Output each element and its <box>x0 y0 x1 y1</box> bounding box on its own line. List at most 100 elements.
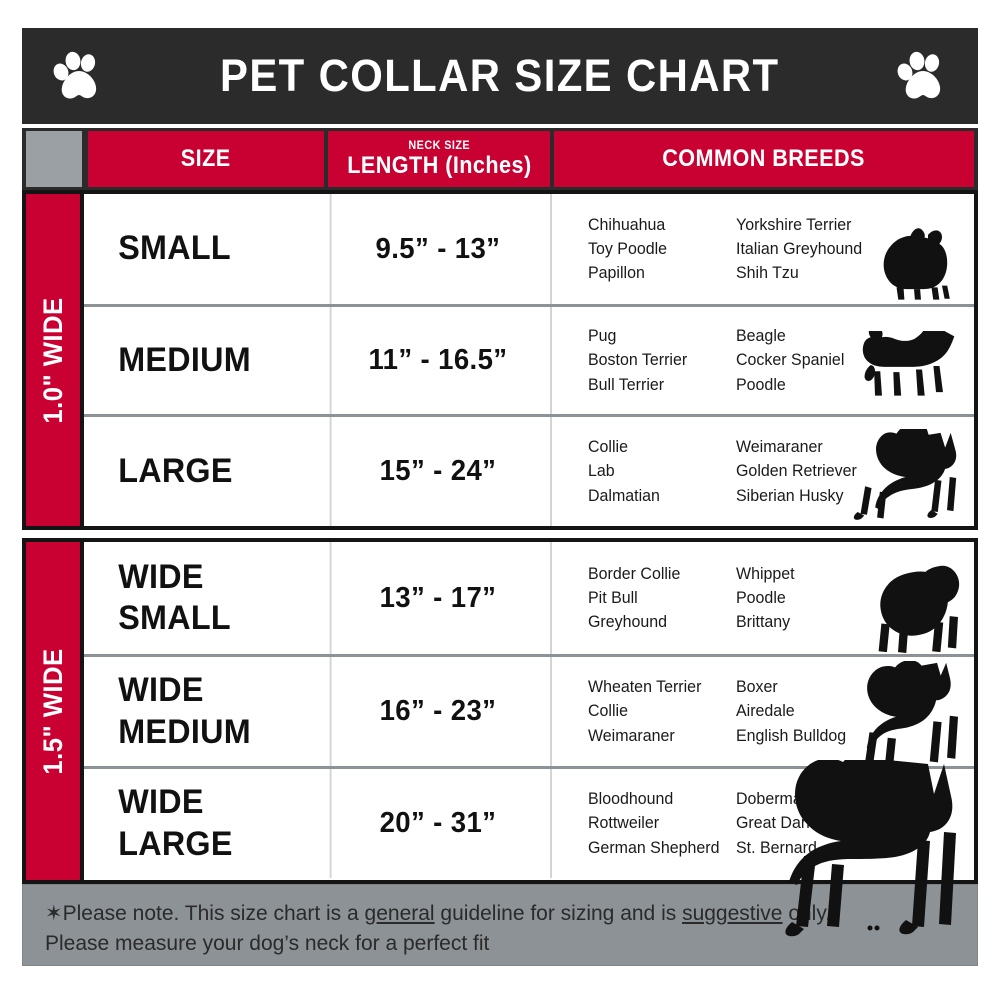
breed-item: Poodle <box>736 374 786 394</box>
breed-item: Greyhound <box>588 612 668 632</box>
group-label-1-0-wide: 1.0" WIDE <box>26 194 80 526</box>
breed-item: Wheaten Terrier <box>588 677 702 697</box>
breed-item: Brittany <box>736 612 791 632</box>
breed-item: Airedale <box>736 701 795 721</box>
breed-list-right: Weimaraner Golden Retriever Siberian Hus… <box>736 435 886 507</box>
breed-list-left: Pug Boston Terrier Bull Terrier <box>588 324 721 396</box>
breed-item: St. Bernard <box>736 837 817 857</box>
table-header-row: SIZE NECK SIZE LENGTH (Inches) COMMON BR… <box>22 128 978 190</box>
footer-text-mid: guideline for sizing and is <box>434 902 683 925</box>
table-row[interactable]: WIDE SMALL 13” - 17” Border Collie Pit B… <box>84 542 974 654</box>
cell-size: WIDE LARGE <box>118 783 233 863</box>
cell-size: SMALL <box>118 229 231 268</box>
breed-item: Beagle <box>736 326 786 346</box>
cell-length: 11” - 16.5” <box>329 307 545 414</box>
breed-item: Weimaraner <box>736 437 823 457</box>
breed-item: Toy Poodle <box>588 238 668 258</box>
header-corner-cell <box>26 131 82 187</box>
footer-line-1: ✶Please note. This size chart is a gener… <box>45 899 957 929</box>
cell-breeds: Pug Boston Terrier Bull Terrier Beagle C… <box>550 307 974 414</box>
column-header-breeds: COMMON BREEDS <box>554 131 974 187</box>
table-row[interactable]: MEDIUM 11” - 16.5” Pug Boston Terrier Bu… <box>84 304 974 414</box>
breed-item: English Bulldog <box>736 725 847 745</box>
breed-item: Dalmatian <box>588 485 660 505</box>
column-header-length-sup: NECK SIZE <box>408 137 470 152</box>
breed-item: Siberian Husky <box>736 485 844 505</box>
breed-list-right: Doberman Great Dane St. Bernard <box>736 787 886 859</box>
table-row[interactable]: LARGE 15” - 24” Collie Lab Dalmatian Wei… <box>84 414 974 526</box>
breed-item: Border Collie <box>588 563 681 583</box>
breed-item: Lab <box>588 461 615 481</box>
chart-header: PET COLLAR SIZE CHART <box>22 28 978 124</box>
breed-item: Bull Terrier <box>588 374 665 394</box>
breed-item: Poodle <box>736 587 786 607</box>
group-label-1-5-wide: 1.5" WIDE <box>26 542 80 880</box>
cell-length: 15” - 24” <box>329 417 545 526</box>
breed-list-right: Yorkshire Terrier Italian Greyhound Shih… <box>736 213 886 285</box>
footer-text-underline-suggestive: suggestive <box>682 902 783 925</box>
breed-list-right: Beagle Cocker Spaniel Poodle <box>736 324 886 396</box>
breed-list-left: Bloodhound Rottweiler German Shepherd <box>588 787 721 859</box>
footer-text-post: only. <box>782 902 832 925</box>
breed-item: Italian Greyhound <box>736 238 863 258</box>
size-group-1-0-wide: 1.0" WIDE SMALL 9.5” - 13” Chihuahua Toy… <box>22 190 978 530</box>
column-header-breeds-label: COMMON BREEDS <box>662 145 866 172</box>
cell-size: MEDIUM <box>118 340 251 379</box>
cell-breeds: Chihuahua Toy Poodle Papillon Yorkshire … <box>550 194 974 304</box>
breed-list-left: Wheaten Terrier Collie Weimaraner <box>588 675 721 747</box>
breed-item: Yorkshire Terrier <box>736 214 852 234</box>
table-row[interactable]: WIDE LARGE 20” - 31” Bloodhound Rottweil… <box>84 766 974 878</box>
column-header-size: SIZE <box>88 131 324 187</box>
group-rows: WIDE SMALL 13” - 17” Border Collie Pit B… <box>80 542 974 880</box>
footer-text-underline-general: general <box>364 902 435 925</box>
footer-text-pre: ✶Please note. This size chart is a <box>45 902 365 925</box>
column-header-length: NECK SIZE LENGTH (Inches) <box>328 131 550 187</box>
breed-item: Boxer <box>736 677 778 697</box>
breed-item: Papillon <box>588 263 645 283</box>
breed-list-left: Collie Lab Dalmatian <box>588 435 721 507</box>
breed-item: German Shepherd <box>588 837 720 857</box>
breed-item: Collie <box>588 701 628 721</box>
group-label-text: 1.0" WIDE <box>37 296 68 424</box>
breed-list-right: Whippet Poodle Brittany <box>736 562 886 634</box>
cell-length: 13” - 17” <box>329 542 545 654</box>
cell-size: WIDE MEDIUM <box>118 671 251 751</box>
breed-list-left: Chihuahua Toy Poodle Papillon <box>588 213 721 285</box>
cell-breeds: Bloodhound Rottweiler German Shepherd Do… <box>550 769 974 878</box>
breed-item: Boston Terrier <box>588 350 688 370</box>
footer-line-2: Please measure your dog’s neck for a per… <box>45 932 490 956</box>
breed-item: Chihuahua <box>588 214 666 234</box>
group-label-text: 1.5" WIDE <box>37 647 68 775</box>
cell-breeds: Border Collie Pit Bull Greyhound Whippet… <box>550 542 974 654</box>
page-title: PET COLLAR SIZE CHART <box>220 50 780 101</box>
breed-item: Great Dane <box>736 813 819 833</box>
cell-size: LARGE <box>118 451 233 490</box>
cell-length: 9.5” - 13” <box>329 194 545 304</box>
breed-item: Golden Retriever <box>736 461 857 481</box>
breed-item: Doberman <box>736 789 811 809</box>
table-row[interactable]: WIDE MEDIUM 16” - 23” Wheaten Terrier Co… <box>84 654 974 766</box>
paw-print-icon <box>52 49 104 103</box>
cell-length: 20” - 31” <box>329 769 545 878</box>
breed-list-left: Border Collie Pit Bull Greyhound <box>588 562 721 634</box>
cell-breeds: Collie Lab Dalmatian Weimaraner Golden R… <box>550 417 974 526</box>
column-header-size-label: SIZE <box>181 145 231 172</box>
breed-item: Rottweiler <box>588 813 660 833</box>
breed-item: Collie <box>588 437 628 457</box>
breed-item: Cocker Spaniel <box>736 350 845 370</box>
cell-size: WIDE SMALL <box>118 557 231 637</box>
column-header-length-label: LENGTH (Inches) <box>346 151 532 179</box>
breed-item: Shih Tzu <box>736 263 799 283</box>
breed-item: Pit Bull <box>588 587 638 607</box>
breed-item: Weimaraner <box>588 725 675 745</box>
breed-item: Bloodhound <box>588 789 674 809</box>
cell-length: 16” - 23” <box>329 657 545 766</box>
breed-list-right: Boxer Airedale English Bulldog <box>736 675 886 747</box>
size-group-1-5-wide: 1.5" WIDE WIDE SMALL 13” - 17” Border Co… <box>22 538 978 884</box>
paw-print-icon <box>896 49 948 103</box>
cell-breeds: Wheaten Terrier Collie Weimaraner Boxer … <box>550 657 974 766</box>
group-rows: SMALL 9.5” - 13” Chihuahua Toy Poodle Pa… <box>80 194 974 526</box>
table-row[interactable]: SMALL 9.5” - 13” Chihuahua Toy Poodle Pa… <box>84 194 974 304</box>
table-body: 1.0" WIDE SMALL 9.5” - 13” Chihuahua Toy… <box>22 190 978 884</box>
